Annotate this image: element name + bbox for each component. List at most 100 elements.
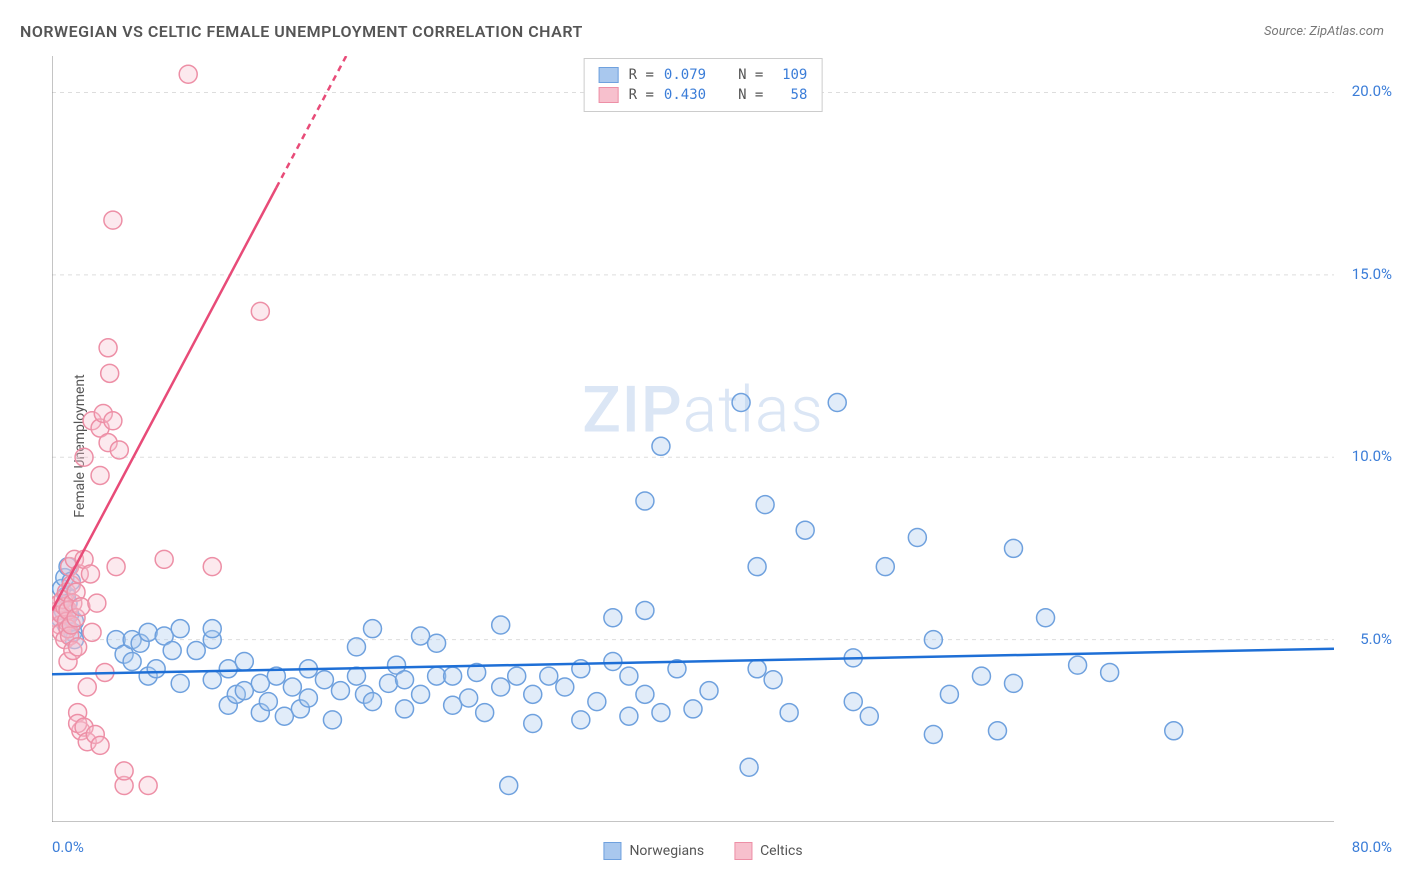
data-point — [460, 689, 478, 707]
correlation-stats-box: R = 0.079N = 109R = 0.430N = 58 — [584, 58, 823, 112]
data-point — [101, 364, 119, 382]
data-point — [476, 704, 494, 722]
x-axis-min-label: 0.0% — [52, 838, 84, 856]
data-point — [81, 565, 99, 583]
data-point — [251, 302, 269, 320]
data-point — [604, 653, 622, 671]
data-point — [235, 653, 253, 671]
y-tick-label: 15.0% — [1352, 265, 1392, 283]
trend-line-extrapolated — [276, 56, 452, 188]
data-point — [636, 685, 654, 703]
data-point — [764, 671, 782, 689]
data-point — [828, 394, 846, 412]
data-point — [740, 758, 758, 776]
y-tick-label: 5.0% — [1360, 630, 1392, 648]
data-point — [78, 678, 96, 696]
data-point — [139, 777, 157, 795]
stats-n-value: 109 — [773, 67, 807, 83]
data-point — [924, 725, 942, 743]
data-point — [219, 660, 237, 678]
data-point — [748, 558, 766, 576]
data-point — [72, 598, 90, 616]
data-point — [364, 620, 382, 638]
data-point — [556, 678, 574, 696]
data-point — [163, 642, 181, 660]
data-point — [540, 667, 558, 685]
data-point — [588, 693, 606, 711]
stats-n-label: N = — [738, 67, 763, 83]
data-point — [412, 627, 430, 645]
data-point — [524, 715, 542, 733]
data-point — [203, 620, 221, 638]
data-point — [251, 674, 269, 692]
data-point — [104, 412, 122, 430]
data-point — [756, 496, 774, 514]
stats-r-label: R = — [629, 67, 654, 83]
stats-r-value: 0.430 — [664, 87, 706, 103]
data-point — [652, 704, 670, 722]
data-point — [323, 711, 341, 729]
chart-title: NORWEGIAN VS CELTIC FEMALE UNEMPLOYMENT … — [20, 22, 583, 41]
data-point — [275, 707, 293, 725]
data-point — [396, 700, 414, 718]
data-point — [203, 671, 221, 689]
data-point — [171, 620, 189, 638]
data-point — [908, 528, 926, 546]
data-point — [572, 711, 590, 729]
data-point — [147, 660, 165, 678]
data-point — [203, 558, 221, 576]
data-point — [732, 394, 750, 412]
data-point — [1037, 609, 1055, 627]
data-point — [139, 623, 157, 641]
data-point — [796, 521, 814, 539]
stats-swatch — [599, 87, 619, 103]
data-point — [524, 685, 542, 703]
data-point — [99, 339, 117, 357]
legend-item: Celtics — [734, 842, 802, 860]
data-point — [988, 722, 1006, 740]
data-point — [444, 696, 462, 714]
data-point — [1165, 722, 1183, 740]
data-point — [700, 682, 718, 700]
data-point — [940, 685, 958, 703]
data-point — [69, 638, 87, 656]
source-attribution: Source: ZipAtlas.com — [1264, 24, 1384, 39]
plot-area — [52, 56, 1334, 822]
data-point — [636, 601, 654, 619]
data-point — [380, 674, 398, 692]
data-point — [412, 685, 430, 703]
data-point — [396, 671, 414, 689]
data-point — [110, 441, 128, 459]
legend-label: Celtics — [760, 843, 802, 859]
y-tick-label: 10.0% — [1352, 447, 1392, 465]
data-point — [235, 682, 253, 700]
data-point — [492, 616, 510, 634]
data-point — [684, 700, 702, 718]
data-point — [75, 448, 93, 466]
data-point — [123, 653, 141, 671]
data-point — [155, 550, 173, 568]
data-point — [876, 558, 894, 576]
data-point — [620, 667, 638, 685]
trend-line — [52, 188, 276, 611]
data-point — [1069, 656, 1087, 674]
data-point — [259, 693, 277, 711]
data-point — [1005, 539, 1023, 557]
data-point — [347, 667, 365, 685]
legend-item: Norwegians — [603, 842, 704, 860]
data-point — [299, 689, 317, 707]
data-point — [860, 707, 878, 725]
data-point — [780, 704, 798, 722]
data-point — [115, 762, 133, 780]
data-point — [604, 609, 622, 627]
data-point — [492, 678, 510, 696]
x-axis-max-label: 80.0% — [1352, 838, 1392, 856]
stats-r-label: R = — [629, 87, 654, 103]
data-point — [636, 492, 654, 510]
data-point — [187, 642, 205, 660]
data-point — [444, 667, 462, 685]
stats-r-value: 0.079 — [664, 67, 706, 83]
data-point — [620, 707, 638, 725]
data-point — [428, 634, 446, 652]
data-point — [347, 638, 365, 656]
